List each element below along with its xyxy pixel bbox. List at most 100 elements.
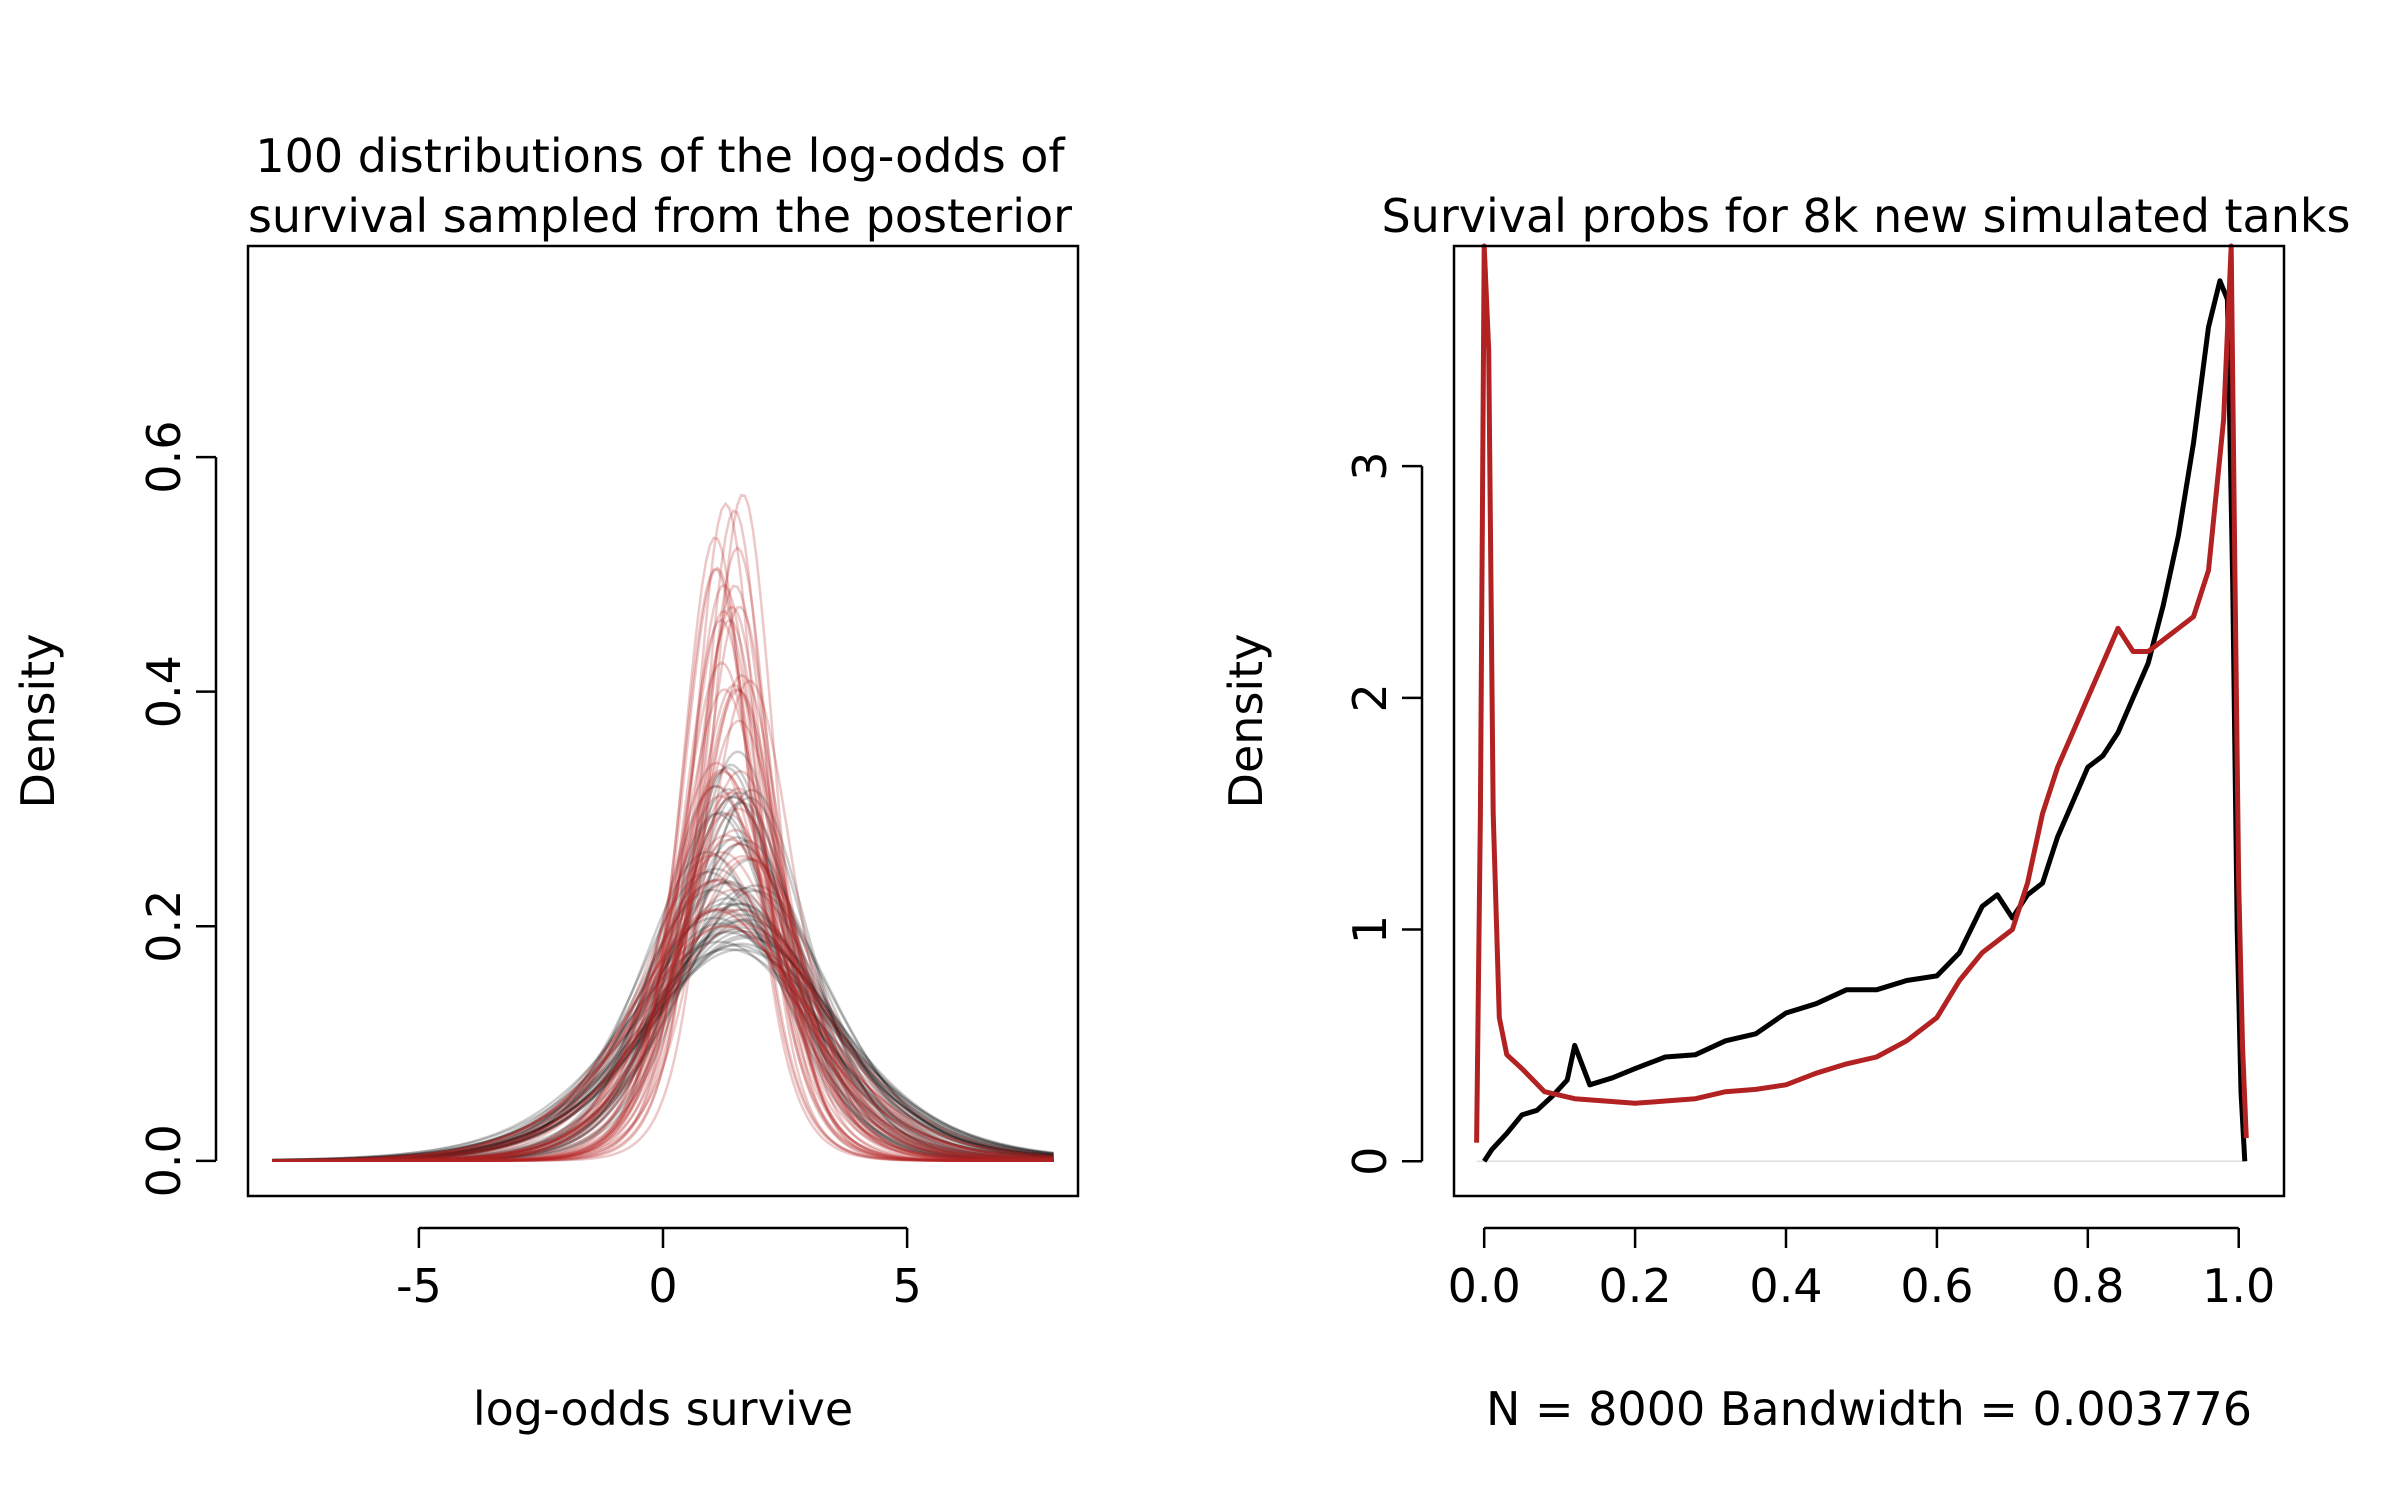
- density-curve-red: [272, 688, 1054, 1163]
- density-curve-red: [272, 857, 1054, 1163]
- density-curve-red: [272, 679, 1054, 1163]
- density-curve-red: [272, 888, 1054, 1162]
- right-plot-frame: [1452, 244, 2286, 1198]
- density-curve-red: [272, 719, 1054, 1163]
- density-curve-red: [272, 923, 1054, 1162]
- density-curve-red: [272, 908, 1054, 1162]
- density-curve-black: [272, 948, 1054, 1162]
- density-curve-red: [272, 687, 1054, 1163]
- left-y-tick-label: 0.6: [137, 421, 191, 494]
- density-curve-black: [272, 918, 1054, 1162]
- density-curve-black: [272, 785, 1054, 1163]
- density-curve-red: [272, 924, 1054, 1162]
- left-title-line-2: survival sampled from the posterior: [248, 189, 1072, 243]
- density-curve-red: [272, 605, 1054, 1163]
- density-curve-red: [272, 838, 1054, 1163]
- density-curve-black: [272, 940, 1054, 1162]
- right-y-tick-label: 0: [1343, 1147, 1397, 1176]
- density-curve-red: [272, 509, 1054, 1163]
- density-curve-black: [272, 936, 1054, 1162]
- left-x-axis: -5 0 5: [396, 1226, 922, 1313]
- density-curve-red: [272, 566, 1054, 1163]
- density-curve-black: [272, 867, 1054, 1162]
- density-curve-black: [272, 884, 1054, 1162]
- density-curve-black: [272, 788, 1054, 1163]
- density-curve-red: [272, 568, 1054, 1163]
- density-curve-red: [272, 769, 1054, 1163]
- right-x-tick-label: 0.8: [2051, 1259, 2124, 1313]
- density-curve-black: [272, 842, 1054, 1163]
- density-curve-black: [272, 908, 1054, 1162]
- density-curve-black: [272, 913, 1054, 1162]
- left-y-axis: 0.0 0.2 0.4 0.6: [137, 421, 218, 1197]
- density-curve-red: [272, 834, 1054, 1163]
- density-curve-black: [272, 850, 1054, 1162]
- density-line-red: [1474, 243, 2249, 1143]
- density-curve-black: [272, 787, 1054, 1163]
- left-y-axis-label: Density: [11, 634, 65, 809]
- density-curve-black: [272, 871, 1054, 1162]
- density-curve-red: [272, 618, 1054, 1163]
- density-curve-black: [272, 942, 1054, 1162]
- density-curve-red: [272, 787, 1054, 1163]
- right-x-tick-label: 0.2: [1599, 1259, 1672, 1313]
- density-curve-red: [272, 791, 1054, 1163]
- density-curve-black: [272, 888, 1054, 1162]
- density-curve-black: [272, 835, 1054, 1163]
- right-x-tick-label: 1.0: [2202, 1259, 2275, 1313]
- right-y-axis-label: Density: [1219, 634, 1273, 809]
- density-curve-black: [272, 766, 1054, 1163]
- density-curve-red: [272, 689, 1054, 1163]
- density-curve-red: [272, 673, 1054, 1163]
- density-curve-red: [272, 908, 1054, 1162]
- density-curve-black: [272, 889, 1054, 1162]
- density-curve-black: [272, 944, 1054, 1162]
- density-curve-black: [272, 801, 1054, 1163]
- density-curve-black: [272, 926, 1054, 1162]
- density-curve-red: [272, 907, 1054, 1162]
- density-curve-red: [272, 842, 1054, 1163]
- left-x-tick-label: 0: [648, 1259, 677, 1313]
- density-curve-black: [272, 930, 1054, 1162]
- density-curve-red: [272, 784, 1054, 1163]
- density-curve-red: [272, 770, 1054, 1163]
- right-x-tick-label: 0.0: [1448, 1259, 1521, 1313]
- density-curve-red: [272, 536, 1054, 1163]
- left-y-tick-label: 0.2: [137, 890, 191, 963]
- left-panel: 100 distributions of the log-odds of sur…: [11, 129, 1080, 1436]
- density-curve-red: [272, 854, 1054, 1162]
- density-curve-red: [272, 877, 1054, 1162]
- density-curve-red: [272, 812, 1054, 1163]
- density-curve-black: [272, 902, 1054, 1162]
- right-y-tick-label: 2: [1343, 683, 1397, 712]
- left-title-line-1: 100 distributions of the log-odds of: [255, 129, 1066, 183]
- density-curve-black: [272, 929, 1054, 1162]
- right-y-tick-label: 3: [1343, 451, 1397, 480]
- density-curve-red: [272, 584, 1054, 1163]
- density-curve-red: [272, 618, 1054, 1163]
- left-x-tick-label: -5: [396, 1259, 442, 1313]
- density-curve-black: [272, 887, 1054, 1162]
- density-curve-red: [272, 807, 1054, 1163]
- density-curve-black: [272, 902, 1054, 1162]
- left-y-tick-label: 0.4: [137, 655, 191, 728]
- right-y-tick-label: 1: [1343, 915, 1397, 944]
- density-curve-black: [272, 918, 1054, 1162]
- right-x-axis-label: N = 8000 Bandwidth = 0.003776: [1486, 1382, 2252, 1436]
- density-curve-black: [272, 763, 1054, 1163]
- density-curve-black: [272, 880, 1054, 1162]
- density-curve-red: [272, 768, 1054, 1163]
- density-curve-red: [272, 850, 1054, 1162]
- density-curve-black: [272, 796, 1054, 1163]
- right-title: Survival probs for 8k new simulated tank…: [1381, 189, 2350, 243]
- density-curve-black: [272, 934, 1054, 1162]
- density-curve-black: [272, 795, 1054, 1163]
- density-curve-black: [272, 858, 1054, 1163]
- density-curve-red: [272, 794, 1054, 1163]
- left-y-tick-label: 0.0: [137, 1124, 191, 1197]
- density-curve-black: [272, 810, 1054, 1163]
- right-x-tick-label: 0.6: [1900, 1259, 1973, 1313]
- right-x-axis: 0.0 0.2 0.4 0.6 0.8 1.0: [1448, 1226, 2275, 1313]
- density-line-black: [1482, 278, 2248, 1163]
